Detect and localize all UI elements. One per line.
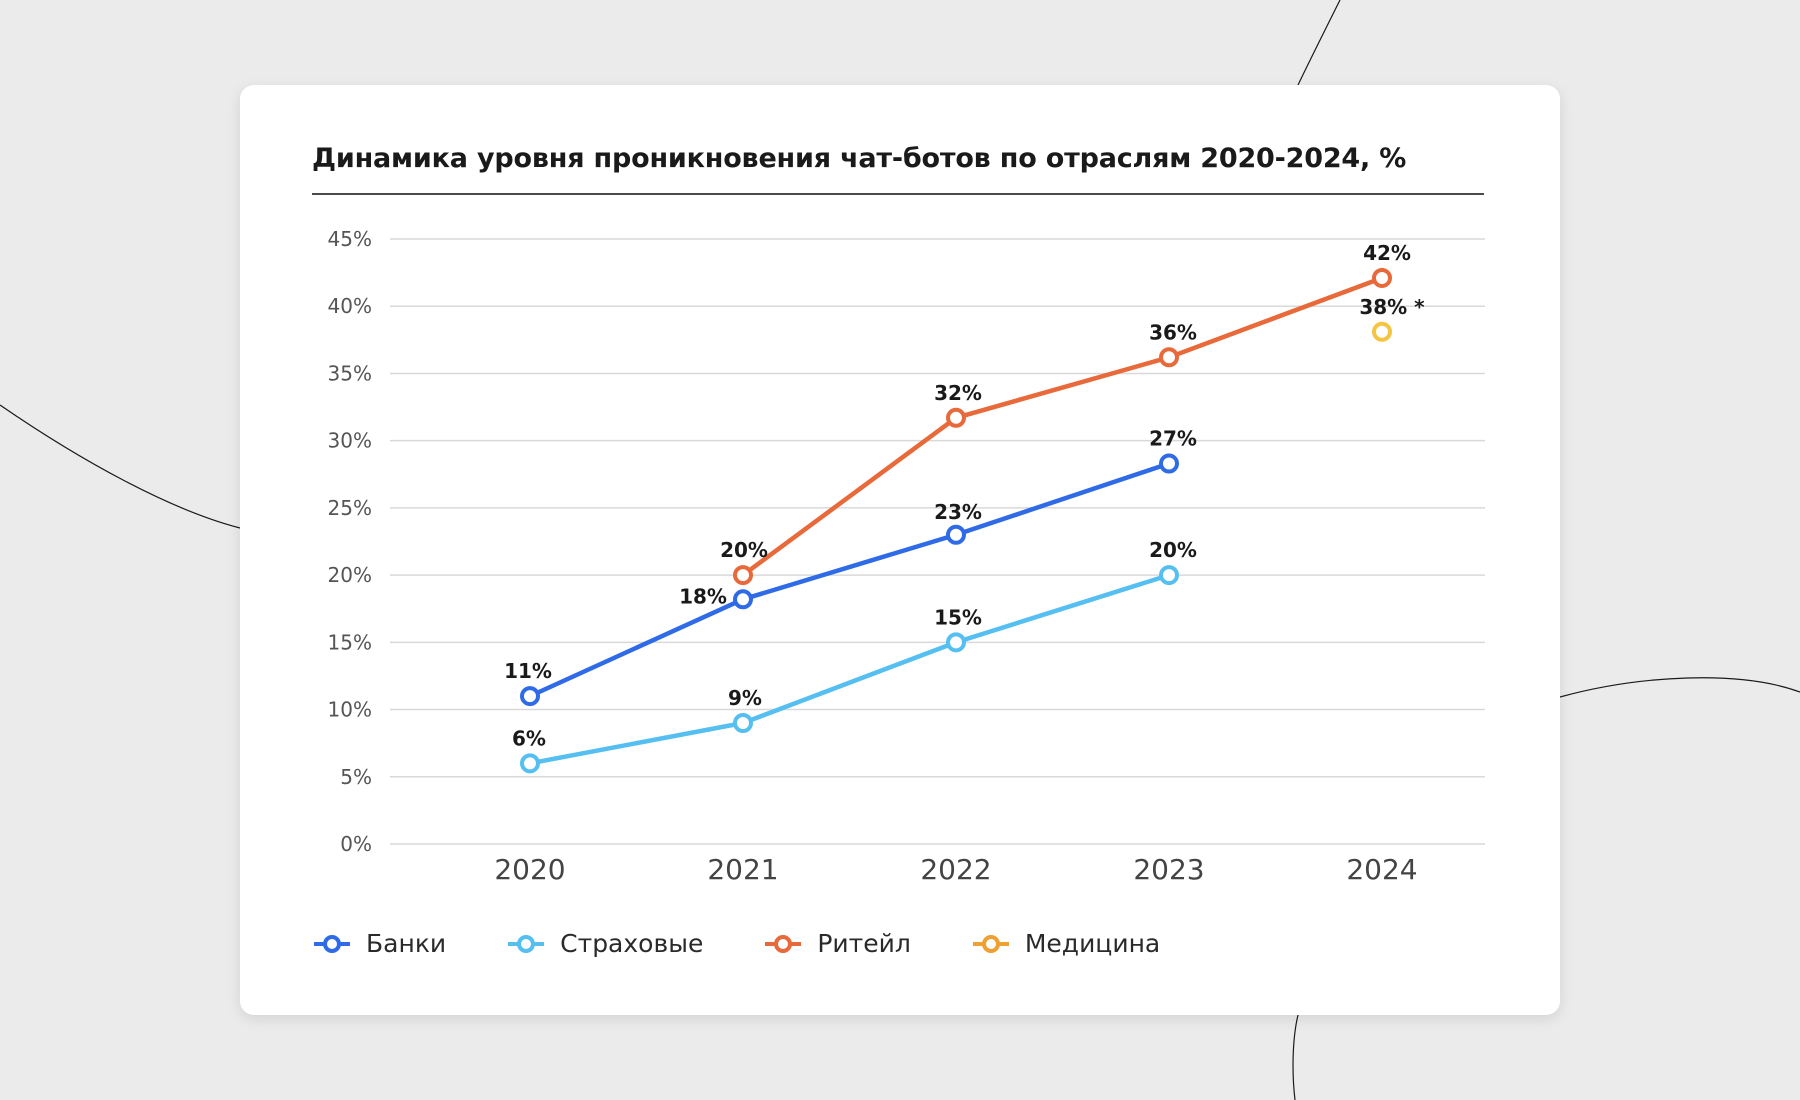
data-label: 23% xyxy=(934,500,982,524)
data-label: 6% xyxy=(512,726,546,750)
x-tick-label: 2021 xyxy=(707,853,778,886)
series-group xyxy=(1372,321,1392,342)
chart-title: Динамика уровня проникновения чат-ботов … xyxy=(312,143,1407,174)
y-tick-label: 20% xyxy=(328,563,372,587)
data-point xyxy=(1159,565,1179,586)
data-point xyxy=(946,524,966,545)
y-tick-label: 40% xyxy=(328,294,372,318)
x-tick-label: 2020 xyxy=(494,853,565,886)
legend-item: Медицина xyxy=(971,929,1160,958)
legend-label: Ритейл xyxy=(817,929,911,958)
y-tick-label: 30% xyxy=(328,429,372,453)
series-line xyxy=(740,275,1385,578)
data-label: 20% xyxy=(720,538,768,562)
y-tick-label: 25% xyxy=(328,496,372,520)
data-label: 18% xyxy=(679,584,727,608)
y-tick-label: 15% xyxy=(328,630,372,654)
data-point xyxy=(946,407,966,428)
data-point xyxy=(520,686,540,707)
legend-label: Медицина xyxy=(1024,929,1161,958)
data-label: 36% xyxy=(1149,320,1197,344)
legend-label: Страховые xyxy=(560,929,704,958)
legend-label: Банки xyxy=(366,929,447,958)
chart-card: Динамика уровня проникновения чат-ботов … xyxy=(240,85,1560,1015)
title-divider xyxy=(312,193,1484,195)
data-label: 15% xyxy=(934,605,982,629)
series-line xyxy=(527,461,1172,699)
legend-item: Ритейл xyxy=(763,929,911,958)
legend-marker-icon xyxy=(508,934,545,953)
data-label: 11% xyxy=(504,659,552,683)
series-group xyxy=(520,565,1179,774)
y-tick-label: 45% xyxy=(328,227,372,251)
data-label: 27% xyxy=(1149,427,1197,451)
data-label: 32% xyxy=(934,381,982,405)
data-label: 20% xyxy=(1149,538,1197,562)
data-point xyxy=(733,565,753,586)
data-point xyxy=(1372,321,1392,342)
series-line xyxy=(527,572,1172,766)
legend-item: Банки xyxy=(312,929,446,958)
data-point xyxy=(1159,453,1179,474)
data-point xyxy=(1372,267,1392,288)
chart-legend: Банки Страховые Ритейл Медицина xyxy=(312,929,1220,958)
y-tick-label: 0% xyxy=(340,832,372,856)
data-point xyxy=(733,713,753,733)
y-tick-label: 10% xyxy=(328,698,372,722)
y-tick-label: 5% xyxy=(340,765,372,789)
data-point xyxy=(520,753,540,774)
x-tick-label: 2024 xyxy=(1346,853,1417,886)
data-point xyxy=(733,589,753,610)
x-tick-label: 2023 xyxy=(1133,853,1204,886)
data-label: 38% * xyxy=(1359,295,1425,319)
line-chart: 0% 5% 10% 15% 20% 25% 30% 35% 40% 45% 2020 2021 2022… xyxy=(328,227,1485,886)
series-group xyxy=(733,267,1392,586)
x-tick-label: 2022 xyxy=(920,853,991,886)
data-point xyxy=(946,632,966,653)
data-label: 42% xyxy=(1363,241,1411,265)
y-tick-label: 35% xyxy=(328,361,372,385)
legend-marker-icon xyxy=(314,934,350,953)
legend-marker-icon xyxy=(972,934,1009,953)
series-group xyxy=(520,453,1179,707)
data-point xyxy=(1159,347,1179,368)
data-label: 9% xyxy=(728,686,762,710)
legend-marker-icon xyxy=(765,934,802,953)
legend-item: Страховые xyxy=(506,929,703,958)
